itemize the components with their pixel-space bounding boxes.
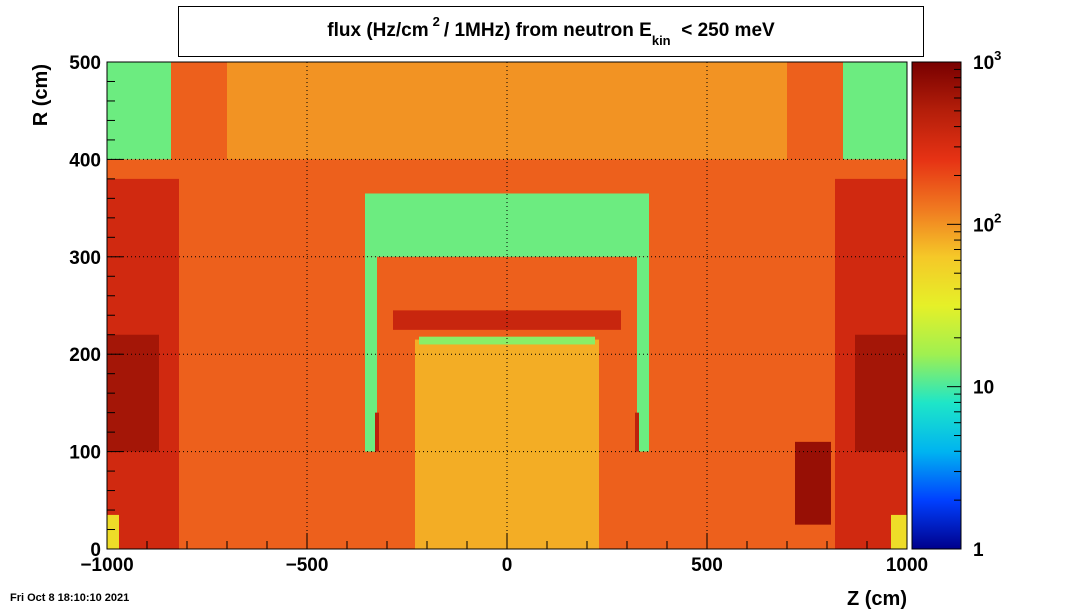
y-tick-label: 300: [69, 248, 101, 269]
heatmap-cell-left-hot-slot: [375, 412, 379, 452]
title-text-main: flux (Hz/cm: [327, 20, 429, 41]
y-tick-label: 200: [69, 345, 101, 366]
timestamp: Fri Oct 8 18:10:10 2021: [10, 592, 130, 604]
heatmap-cell-right-upper-corner: [843, 62, 907, 160]
heatmap-cell-right-hot-slot: [635, 412, 639, 452]
title-text-mid: / 1MHz) from neutron E: [443, 20, 652, 41]
colorbar: [911, 61, 962, 550]
x-tick-label: −1000: [80, 555, 133, 576]
heatmap-cell-right-hot-spot: [795, 441, 831, 525]
colorbar-tick-label: 103: [973, 48, 1001, 74]
x-axis-title: Z (cm): [847, 588, 907, 610]
heatmap-cell-right-outer-core: [855, 334, 907, 452]
x-tick-label: 1000: [886, 555, 928, 576]
colorbar-tick-label: 1: [973, 540, 984, 561]
title-superscript: 2: [432, 14, 440, 29]
heatmap-cell-hot-band: [393, 310, 621, 330]
y-tick-label: 500: [69, 53, 101, 74]
heatmap-cell-inner-top-strip: [419, 336, 595, 345]
heatmap-cell-inner-bore: [415, 339, 599, 549]
heatmap-cell-left-upper-corner: [107, 62, 171, 160]
title-text-post: < 250 meV: [681, 20, 775, 41]
chart-title: flux (Hz/cm 2/ 1MHz) from neutron Ekin < …: [179, 14, 923, 48]
heatmap-cell-right-bottom-corner: [891, 514, 907, 549]
colorbar-tick-label: 10: [973, 378, 994, 399]
y-tick-label: 400: [69, 150, 101, 171]
y-tick-label: 0: [90, 540, 101, 561]
colorbar-tick-label: 102: [973, 210, 1001, 236]
x-tick-label: 500: [691, 555, 723, 576]
heatmap-cell-left-bottom-corner: [107, 514, 119, 549]
y-tick-label: 100: [69, 443, 101, 464]
chart-title-box: flux (Hz/cm 2/ 1MHz) from neutron Ekin < …: [178, 6, 924, 57]
x-tick-label: −500: [286, 555, 329, 576]
title-subscript: kin: [651, 33, 671, 48]
y-axis-title: R (cm): [30, 64, 52, 126]
x-tick-label: 0: [502, 555, 513, 576]
